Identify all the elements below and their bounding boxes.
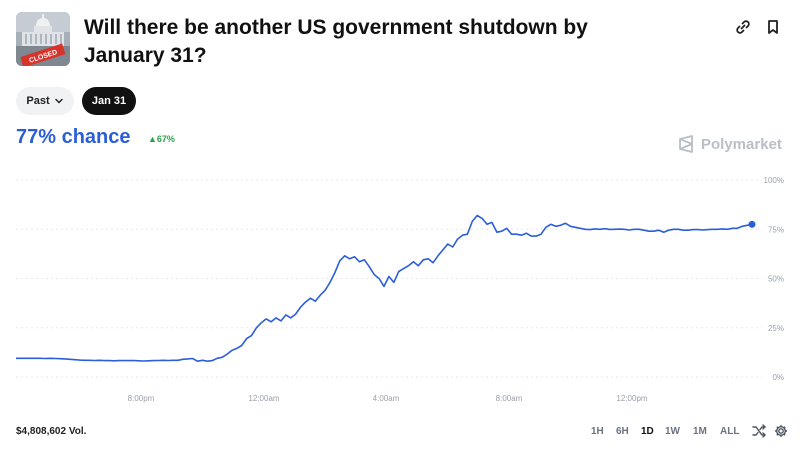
x-tick-label: 12:00pm xyxy=(616,394,647,403)
polymarket-watermark: Polymarket xyxy=(678,134,782,154)
current-price-dot xyxy=(748,220,756,228)
link-icon[interactable] xyxy=(734,18,752,36)
market-title: Will there be another US government shut… xyxy=(84,16,588,67)
y-tick-label: 100% xyxy=(764,176,784,185)
timeframe-all-button[interactable]: ALL xyxy=(720,426,740,437)
date-filter-jan31[interactable]: Jan 31 xyxy=(82,87,136,115)
date-filter-label: Jan 31 xyxy=(91,95,127,107)
price-chart[interactable]: 100% 75% 50% 25% 0% 8:00pm 12:00am 4:00am 8:00am… xyxy=(0,165,800,410)
timeframe-1h-button[interactable]: 1H xyxy=(591,426,604,437)
past-dropdown[interactable]: Past xyxy=(16,87,74,115)
volume-label: $4,808,602 Vol. xyxy=(16,426,87,437)
triangle-up-icon: ▲ xyxy=(148,134,157,144)
chevron-down-icon xyxy=(54,98,63,104)
x-tick-label: 8:00am xyxy=(496,394,523,403)
timeframe-1w-button[interactable]: 1W xyxy=(665,426,680,437)
timeframe-6h-button[interactable]: 6H xyxy=(616,426,629,437)
brand-name: Polymarket xyxy=(701,135,782,153)
polymarket-logo-icon xyxy=(679,135,693,153)
x-tick-label: 4:00am xyxy=(373,394,400,403)
past-label: Past xyxy=(26,95,50,107)
price-line xyxy=(16,214,753,362)
timeframe-1d-button[interactable]: 1D xyxy=(641,426,654,437)
y-tick-label: 25% xyxy=(768,324,784,333)
gear-icon[interactable] xyxy=(774,424,788,438)
shuffle-icon[interactable] xyxy=(752,424,766,438)
x-tick-label: 8:00pm xyxy=(128,394,155,403)
change-value: 67% xyxy=(156,134,175,144)
y-tick-label: 75% xyxy=(768,225,784,234)
market-thumbnail: CLOSED xyxy=(16,12,70,66)
y-tick-label: 50% xyxy=(768,275,784,284)
timeframe-1m-button[interactable]: 1M xyxy=(693,426,707,437)
change-indicator: ▲67% xyxy=(148,134,175,144)
x-tick-label: 12:00am xyxy=(248,394,279,403)
chance-value: 77% chance xyxy=(16,126,131,148)
bookmark-icon[interactable] xyxy=(764,18,782,36)
y-tick-label: 0% xyxy=(772,373,784,382)
capitol-icon: CLOSED xyxy=(16,12,70,66)
